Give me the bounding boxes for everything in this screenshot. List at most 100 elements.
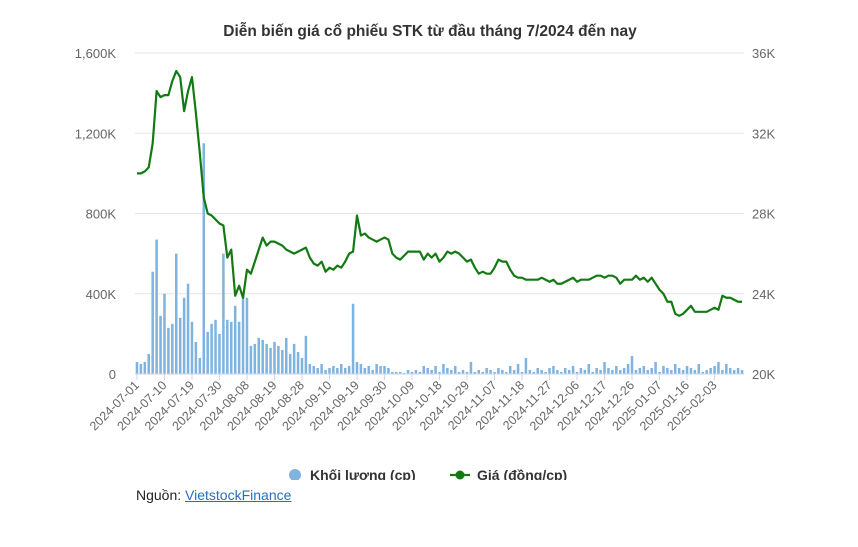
volume-bar xyxy=(418,371,422,374)
volume-bar xyxy=(583,369,587,374)
volume-bar xyxy=(340,363,343,374)
source-link[interactable]: VietstockFinance xyxy=(185,487,292,503)
volume-bar xyxy=(151,271,154,374)
volume-bar xyxy=(591,371,594,374)
volume-bar xyxy=(159,315,162,374)
volume-bar xyxy=(174,253,178,374)
volume-bar xyxy=(453,365,457,374)
y-tick-label: 1,200K xyxy=(75,126,117,141)
y2-tick-label: 28K xyxy=(752,207,775,222)
volume-bar xyxy=(375,363,378,374)
volume-bar xyxy=(662,365,665,374)
volume-bar xyxy=(222,253,225,374)
volume-bar xyxy=(705,369,708,374)
volume-bar xyxy=(304,335,308,374)
volume-bar xyxy=(355,361,359,374)
volume-bar xyxy=(320,363,323,374)
volume-bar xyxy=(135,361,139,374)
volume-bar xyxy=(450,369,453,374)
volume-bar xyxy=(139,363,143,374)
legend-marker xyxy=(289,469,301,480)
chart: Diễn biến giá cổ phiếu STK từ đầu tháng … xyxy=(75,23,775,480)
volume-bar xyxy=(218,333,221,374)
volume-bar xyxy=(214,319,217,374)
volume-bar xyxy=(261,339,264,374)
volume-bar xyxy=(618,369,622,374)
volume-bar xyxy=(402,372,406,374)
volume-bar xyxy=(351,303,355,374)
volume-bar xyxy=(563,367,567,374)
volume-bar xyxy=(666,367,669,374)
volume-bar xyxy=(226,319,229,374)
volume-bar xyxy=(426,367,429,374)
volume-bar xyxy=(241,293,245,374)
volume-bar xyxy=(685,365,689,374)
volume-bar xyxy=(520,371,524,374)
volume-bar xyxy=(713,365,716,374)
volume-bar xyxy=(245,297,249,374)
volume-bar xyxy=(677,367,681,374)
y-tick-label: 0 xyxy=(109,367,116,382)
volume-bar xyxy=(552,365,555,374)
volume-bar xyxy=(171,323,174,374)
volume-bar xyxy=(532,371,536,374)
volume-bar xyxy=(182,297,186,374)
y2-tick-label: 36K xyxy=(752,46,775,61)
volume-bar xyxy=(725,363,728,374)
volume-bar xyxy=(701,371,705,374)
volume-bar xyxy=(387,367,390,374)
volume-bar xyxy=(359,363,363,374)
volume-bar xyxy=(693,369,697,374)
volume-bar xyxy=(709,367,712,374)
volume-bar xyxy=(505,371,508,374)
volume-bar xyxy=(198,357,202,374)
volume-bar xyxy=(285,337,288,374)
volume-bar xyxy=(210,323,213,374)
y-tick-label: 400K xyxy=(86,287,117,302)
volume-bar xyxy=(273,341,276,374)
source: Nguồn: VietstockFinance xyxy=(136,487,291,503)
volume-bar xyxy=(265,343,268,374)
volume-bar xyxy=(383,365,386,374)
volume-bar xyxy=(422,365,426,374)
volume-bar xyxy=(697,363,701,374)
volume-bar xyxy=(395,371,398,374)
volume-bar xyxy=(442,363,445,374)
volume-bar xyxy=(343,367,347,374)
volume-bar xyxy=(567,369,571,374)
volume-bar xyxy=(336,367,339,374)
volume-bar xyxy=(622,367,626,374)
price-line xyxy=(136,69,743,317)
volume-bar xyxy=(528,369,532,374)
volume-bar xyxy=(324,369,327,374)
volume-bar xyxy=(438,371,441,374)
volume-bar xyxy=(670,369,673,374)
volume-bar xyxy=(634,369,638,374)
volume-bar xyxy=(658,371,661,374)
volume-bar xyxy=(233,305,237,374)
volume-bar xyxy=(548,367,551,374)
volume-bar xyxy=(371,369,374,374)
volume-bar xyxy=(536,367,539,374)
volume-bar xyxy=(646,369,649,374)
volume-bar xyxy=(230,321,233,374)
volume-bar xyxy=(398,371,402,374)
volume-bar xyxy=(332,365,335,374)
volume-bar xyxy=(736,367,740,374)
volume-bar xyxy=(410,371,414,374)
volume-bar xyxy=(147,353,151,374)
volume-bar xyxy=(414,369,418,374)
volume-bar xyxy=(206,331,209,374)
volume-bar xyxy=(391,371,394,374)
chart-title: Diễn biến giá cổ phiếu STK từ đầu tháng … xyxy=(223,23,637,40)
volume-bar xyxy=(626,363,630,374)
volume-bar xyxy=(485,367,488,374)
volume-bar xyxy=(190,321,194,374)
y2-tick-label: 32K xyxy=(752,126,775,141)
volume-bar xyxy=(477,369,481,374)
volume-bar xyxy=(481,371,484,374)
volume-bar xyxy=(257,337,261,374)
volume-bar xyxy=(493,371,496,374)
volume-bar xyxy=(363,367,367,374)
volume-bar xyxy=(308,363,312,374)
